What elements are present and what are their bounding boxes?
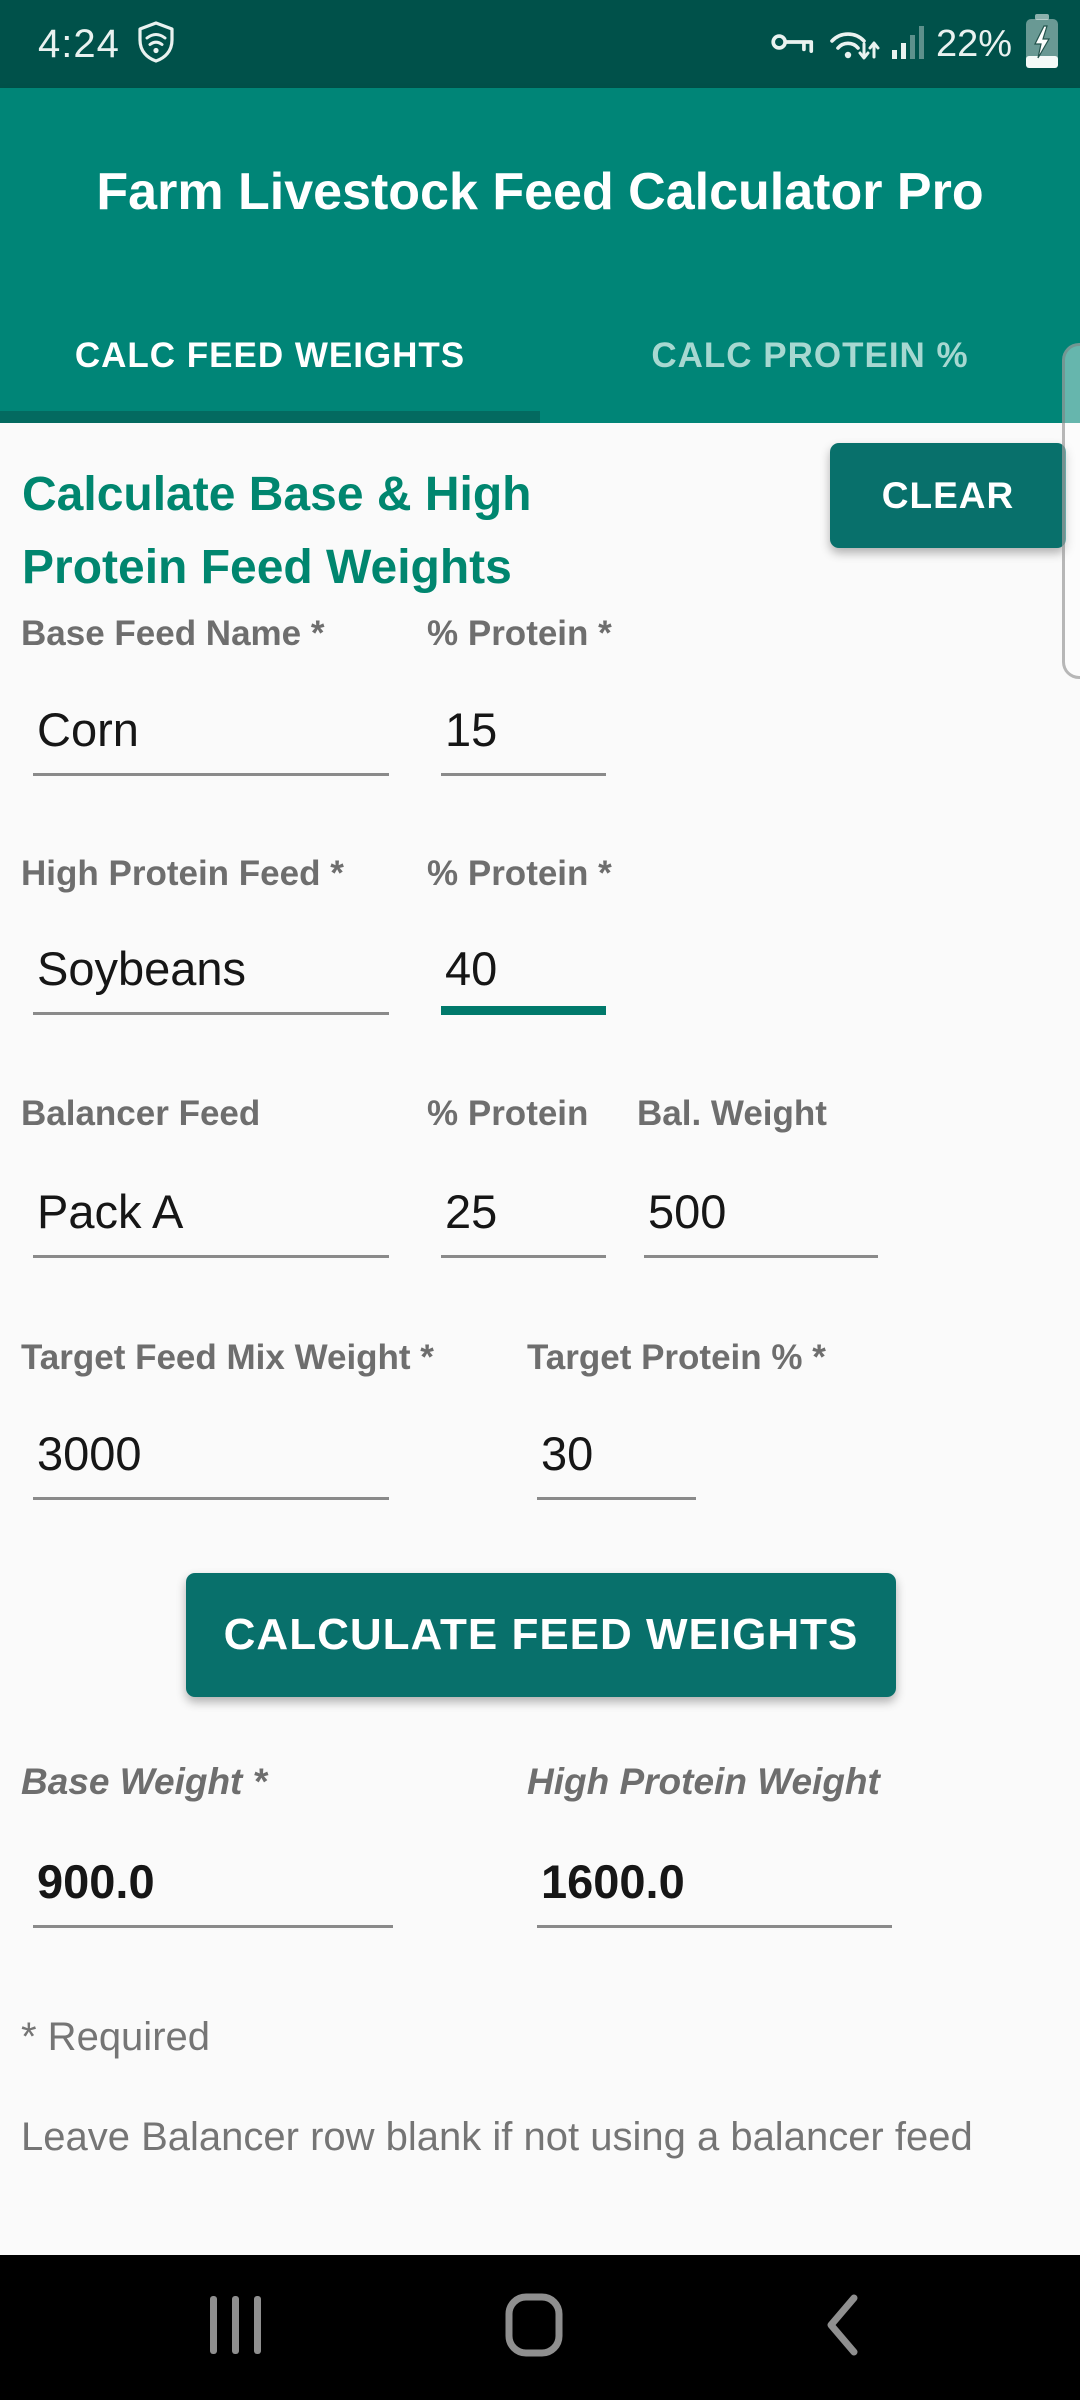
section-heading: Calculate Base & High Protein Feed Weigh…: [22, 468, 532, 594]
recents-icon: [210, 2295, 262, 2360]
app-bar: Farm Livestock Feed Calculator Pro CALC …: [0, 88, 1080, 423]
active-tab-indicator: [0, 411, 540, 423]
cell-signal-icon: [891, 24, 924, 65]
back-button[interactable]: [806, 2255, 878, 2400]
recents-button[interactable]: [200, 2255, 272, 2400]
wifi-updown-icon: [826, 22, 880, 67]
balancer-protein-input[interactable]: [441, 1185, 606, 1258]
balancer-weight-input[interactable]: [644, 1185, 878, 1258]
tab-calc-protein[interactable]: CALC PROTEIN %: [540, 300, 1080, 411]
required-footnote: * Required: [21, 2015, 211, 2059]
form-area: Calculate Base & High Protein Feed Weigh…: [0, 423, 1080, 2255]
calculate-feed-weights-button[interactable]: CALCULATE FEED WEIGHTS: [186, 1573, 896, 1697]
base-protein-label: % Protein *: [427, 614, 612, 653]
battery-percent: 22%: [935, 22, 1012, 65]
tab-label: CALC FEED WEIGHTS: [74, 335, 466, 375]
high-protein-weight-result-label: High Protein Weight: [527, 1761, 880, 1802]
balancer-weight-label: Bal. Weight: [637, 1094, 827, 1133]
base-feed-name-label: Base Feed Name *: [21, 614, 325, 653]
tab-calc-feed-weights[interactable]: CALC FEED WEIGHTS: [0, 300, 540, 411]
high-protein-weight-result[interactable]: [537, 1855, 892, 1928]
page-title: Farm Livestock Feed Calculator Pro: [96, 163, 984, 221]
back-icon: [824, 2294, 860, 2361]
balancer-hint-footnote: Leave Balancer row blank if not using a …: [21, 2115, 973, 2159]
target-protein-label: Target Protein % *: [527, 1338, 826, 1377]
high-protein-pct-input[interactable]: [441, 942, 606, 1015]
base-weight-result[interactable]: [33, 1855, 393, 1928]
balancer-feed-input[interactable]: [33, 1185, 389, 1258]
clear-button[interactable]: CLEAR: [830, 443, 1066, 548]
balancer-feed-label: Balancer Feed: [21, 1094, 261, 1133]
base-weight-result-label: Base Weight *: [21, 1761, 268, 1802]
calculate-button-label: CALCULATE FEED WEIGHTS: [223, 1610, 859, 1659]
target-weight-label: Target Feed Mix Weight *: [21, 1338, 434, 1377]
vpn-key-icon: [770, 27, 814, 62]
battery-charging-icon: [1024, 13, 1060, 75]
high-protein-pct-label: % Protein *: [427, 854, 612, 893]
high-protein-feed-input[interactable]: [33, 942, 389, 1015]
balancer-protein-label: % Protein: [427, 1094, 589, 1133]
home-button[interactable]: [498, 2255, 570, 2400]
home-icon: [505, 2293, 563, 2362]
target-weight-input[interactable]: [33, 1427, 389, 1500]
target-protein-input[interactable]: [537, 1427, 696, 1500]
high-protein-feed-label: High Protein Feed *: [21, 854, 344, 893]
tab-label: CALC PROTEIN %: [651, 335, 969, 375]
secure-wifi-shield-icon: [136, 20, 176, 68]
base-feed-name-input[interactable]: [33, 703, 389, 776]
status-bar: 4:24: [0, 0, 1080, 88]
status-time: 4:24: [38, 21, 120, 66]
clear-button-label: CLEAR: [881, 474, 1015, 516]
android-nav-bar: [0, 2255, 1080, 2400]
scrollbar-thumb[interactable]: [1062, 343, 1080, 679]
base-protein-input[interactable]: [441, 703, 606, 776]
